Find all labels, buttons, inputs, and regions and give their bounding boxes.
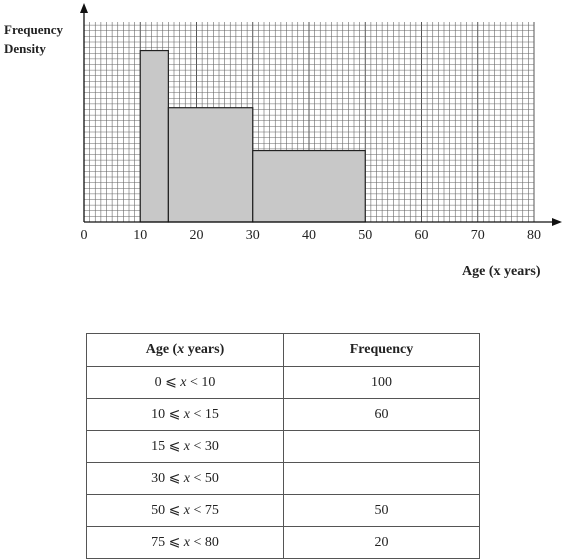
table-header-row: Age (x years) Frequency (86, 333, 480, 367)
histogram-bar-1 (139, 49, 169, 223)
frequency-cell: 20 (283, 526, 480, 559)
class-upper-bound: 30 (204, 439, 219, 454)
frequency-table: Age (x years) Frequency 0 ⩽ x < 10 100 10 … (86, 333, 480, 559)
class-inequality: ⩽ x < (161, 375, 202, 390)
class-lower-bound: 75 (151, 535, 166, 550)
table-row: 10 ⩽ x < 15 60 (86, 398, 480, 431)
class-upper-bound: 50 (204, 471, 219, 486)
y-axis-label-line2: Density (4, 41, 46, 56)
bars (139, 49, 366, 223)
histogram-chart: 0 10 20 30 40 50 60 70 80 (80, 3, 562, 243)
y-axis-label-line1: Frequency (4, 22, 63, 37)
class-lower-bound: 0 (154, 375, 162, 390)
table-row: 30 ⩽ x < 50 (86, 462, 480, 495)
class-lower-bound: 10 (151, 407, 166, 422)
age-class-cell: 50 ⩽ x < 75 (86, 494, 284, 527)
x-tick-label-10: 10 (133, 228, 147, 243)
x-tick-label-30: 30 (246, 228, 260, 243)
class-inequality: ⩽ x < (165, 535, 205, 550)
x-tick-label-20: 20 (190, 228, 204, 243)
table-body: 0 ⩽ x < 10 100 10 ⩽ x < 15 60 15 ⩽ x < 30 30 … (86, 366, 480, 559)
class-inequality: ⩽ x < (165, 407, 205, 422)
y-axis-arrow-icon (80, 3, 88, 13)
histogram-bar-2 (167, 107, 254, 223)
table-row: 75 ⩽ x < 80 20 (86, 526, 480, 559)
class-lower-bound: 50 (151, 503, 166, 518)
frequency-cell (283, 430, 480, 463)
age-class-cell: 30 ⩽ x < 50 (86, 462, 284, 495)
x-tick-label-50: 50 (358, 228, 372, 243)
age-class-cell: 75 ⩽ x < 80 (86, 526, 284, 559)
table-row: 50 ⩽ x < 75 50 (86, 494, 480, 527)
age-class-cell: 10 ⩽ x < 15 (86, 398, 284, 431)
histogram-bar-3 (252, 149, 366, 223)
class-inequality: ⩽ x < (165, 471, 205, 486)
class-inequality: ⩽ x < (165, 503, 205, 518)
age-header-text: Age (x years) (145, 342, 225, 357)
class-upper-bound: 75 (204, 503, 219, 518)
class-upper-bound: 80 (204, 535, 219, 550)
table-row: 15 ⩽ x < 30 (86, 430, 480, 463)
class-lower-bound: 30 (151, 471, 166, 486)
axes (80, 3, 562, 226)
frequency-column-header: Frequency (283, 333, 480, 367)
x-axis-arrow-icon (552, 218, 562, 226)
x-axis-title: Age (x years) (462, 264, 541, 279)
frequency-cell: 100 (283, 366, 480, 399)
x-tick-label-70: 70 (471, 228, 485, 243)
class-lower-bound: 15 (151, 439, 166, 454)
age-column-header: Age (x years) (86, 333, 284, 367)
x-tick-labels: 0 10 20 30 40 50 60 70 80 (81, 228, 542, 243)
frequency-cell (283, 462, 480, 495)
class-upper-bound: 10 (201, 375, 216, 390)
x-tick-label-80: 80 (527, 228, 541, 243)
x-tick-label-60: 60 (415, 228, 429, 243)
x-tick-label-0: 0 (81, 228, 88, 243)
class-upper-bound: 15 (204, 407, 219, 422)
age-class-cell: 15 ⩽ x < 30 (86, 430, 284, 463)
age-class-cell: 0 ⩽ x < 10 (86, 366, 284, 399)
frequency-cell: 60 (283, 398, 480, 431)
x-tick-label-40: 40 (302, 228, 316, 243)
table-row: 0 ⩽ x < 10 100 (86, 366, 480, 399)
frequency-cell: 50 (283, 494, 480, 527)
class-inequality: ⩽ x < (165, 439, 205, 454)
